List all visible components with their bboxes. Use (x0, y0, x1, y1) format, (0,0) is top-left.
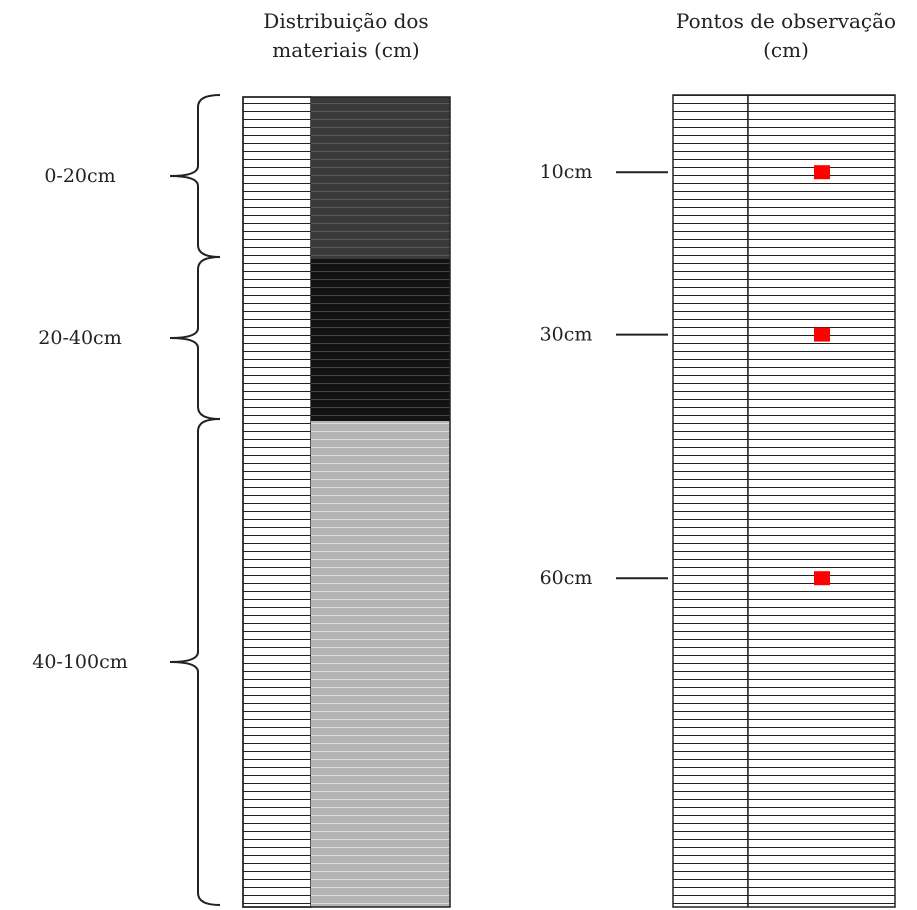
materials-column (242, 96, 451, 908)
materials-column-outline (242, 96, 451, 908)
material-layer-texture-2 (311, 259, 450, 421)
left-panel-title-line1: Distribuição dos (263, 9, 428, 33)
observation-label-2: 30cm (540, 324, 593, 346)
right-panel-title-line1: Pontos de observação (676, 9, 896, 33)
observation-column (672, 94, 896, 908)
observation-points: 10cm 30cm 60cm (540, 161, 830, 589)
observation-marker-2 (814, 327, 830, 342)
materials-column-left-strip (242, 96, 312, 908)
material-layer-texture-3 (311, 421, 450, 907)
material-layer-texture-1 (311, 97, 450, 259)
observation-label-3: 60cm (540, 567, 593, 589)
layer-brace-2 (169, 256, 221, 420)
left-panel-title-line2: materiais (cm) (272, 38, 419, 62)
observation-marker-1 (814, 165, 830, 180)
observation-column-left-strip (672, 94, 749, 908)
observation-column-main-strip (747, 94, 896, 908)
layer-label-3: 40-100cm (32, 651, 128, 673)
material-layers (311, 97, 450, 907)
layer-brace-3 (169, 418, 221, 906)
right-panel-title-line2: (cm) (763, 38, 809, 62)
observation-marker-3 (814, 571, 830, 586)
layer-brace-1 (169, 94, 221, 258)
observation-label-1: 10cm (540, 161, 593, 183)
layer-label-1: 0-20cm (44, 165, 115, 187)
layer-label-2: 20-40cm (38, 327, 121, 349)
layer-braces: 0-20cm 20-40cm 40-100cm (32, 94, 221, 906)
